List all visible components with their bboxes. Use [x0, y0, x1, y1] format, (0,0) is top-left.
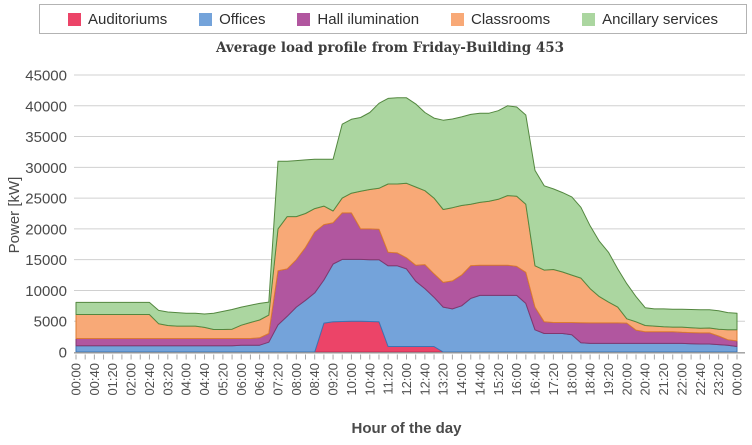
x-tick-label: 01:20 [105, 363, 120, 396]
x-tick-label: 20:40 [638, 363, 653, 396]
stacked-areas [75, 97, 738, 353]
x-tick-label: 03:20 [160, 363, 175, 396]
legend: Auditoriums Offices Hall ilumination Classr… [39, 4, 747, 34]
x-tick-label: 08:40 [307, 363, 322, 396]
y-tick-label: 30000 [25, 160, 67, 177]
y-tick-labels: 0 5000 10000 15000 20000 25000 30000 35000 40000… [25, 68, 67, 362]
x-tick-label: 12:00 [399, 363, 414, 396]
x-tick-label: 18:00 [564, 363, 579, 396]
legend-label: Hall ilumination [317, 10, 420, 28]
chart-title: Average load profile from Friday-Buildin… [215, 40, 565, 56]
area-ancillary-services [75, 97, 738, 331]
x-tick-label: 00:00 [69, 363, 84, 396]
legend-label: Classrooms [471, 10, 551, 28]
x-tick-label: 08:00 [289, 363, 304, 396]
x-tick-label: 10:40 [362, 363, 377, 396]
x-tick-label: 14:00 [454, 363, 469, 396]
legend-item-offices[interactable]: Offices [199, 10, 266, 28]
y-tick-label: 40000 [25, 98, 67, 115]
legend-swatch-icon [199, 12, 213, 26]
legend-swatch-icon [297, 12, 311, 26]
x-tick-label: 00:40 [87, 363, 102, 396]
x-tick-label: 18:40 [583, 363, 598, 396]
legend-label: Offices [219, 10, 266, 28]
x-tick-label: 16:00 [509, 363, 524, 396]
y-tick-label: 0 [59, 345, 67, 362]
x-tick-label: 05:20 [215, 363, 230, 396]
x-axis [74, 352, 745, 360]
x-tick-label: 19:20 [601, 363, 616, 396]
x-tick-label: 00:00 [730, 363, 745, 396]
y-tick-label: 20000 [25, 221, 67, 238]
x-tick-labels: 00:00 00:40 01:20 02:00 02:40 03:20 04:00 04:40… [69, 363, 745, 396]
x-tick-label: 04:00 [179, 363, 194, 396]
y-tick-label: 35000 [25, 129, 67, 146]
legend-item-classrooms[interactable]: Classrooms [451, 11, 550, 28]
x-tick-label: 15:20 [491, 363, 506, 396]
x-tick-label: 21:20 [656, 363, 671, 396]
legend-swatch-icon [451, 12, 464, 26]
x-tick-label: 11:20 [381, 363, 396, 395]
x-tick-label: 13:20 [436, 363, 451, 396]
x-tick-label: 17:20 [546, 363, 561, 396]
x-tick-label: 02:00 [124, 363, 139, 396]
y-tick-label: 10000 [25, 283, 67, 300]
y-tick-label: 15000 [25, 252, 67, 269]
x-tick-label: 09:20 [326, 363, 341, 396]
x-tick-label: 22:00 [674, 363, 689, 396]
x-tick-label: 14:40 [472, 363, 487, 396]
x-tick-label: 23:20 [711, 363, 726, 396]
x-axis-label: Hour of the day [351, 420, 462, 437]
legend-swatch-icon [582, 12, 596, 26]
x-tick-label: 06:00 [234, 363, 249, 396]
legend-item-auditoriums[interactable]: Auditoriums [68, 11, 167, 28]
x-tick-label: 12:40 [417, 363, 432, 396]
y-tick-label: 25000 [25, 191, 67, 208]
legend-label: Auditoriums [88, 10, 168, 28]
legend-swatch-icon [68, 12, 81, 26]
x-tick-label: 20:00 [619, 363, 634, 396]
x-tick-label: 16:40 [528, 363, 543, 396]
x-tick-label: 04:40 [197, 363, 212, 396]
y-axis-label: Power [kW] [6, 176, 23, 254]
x-tick-label: 10:00 [344, 363, 359, 396]
x-tick-label: 22:40 [693, 363, 708, 396]
legend-label: Ancillary services [602, 10, 718, 28]
x-tick-label: 07:20 [270, 363, 285, 396]
x-tick-label: 06:40 [252, 363, 267, 396]
y-tick-label: 5000 [34, 314, 67, 331]
x-tick-label: 02:40 [142, 363, 157, 396]
legend-item-ancillary-services[interactable]: Ancillary services [582, 11, 718, 28]
y-tick-label: 45000 [25, 68, 67, 85]
legend-item-hall-ilumination[interactable]: Hall ilumination [297, 11, 419, 28]
